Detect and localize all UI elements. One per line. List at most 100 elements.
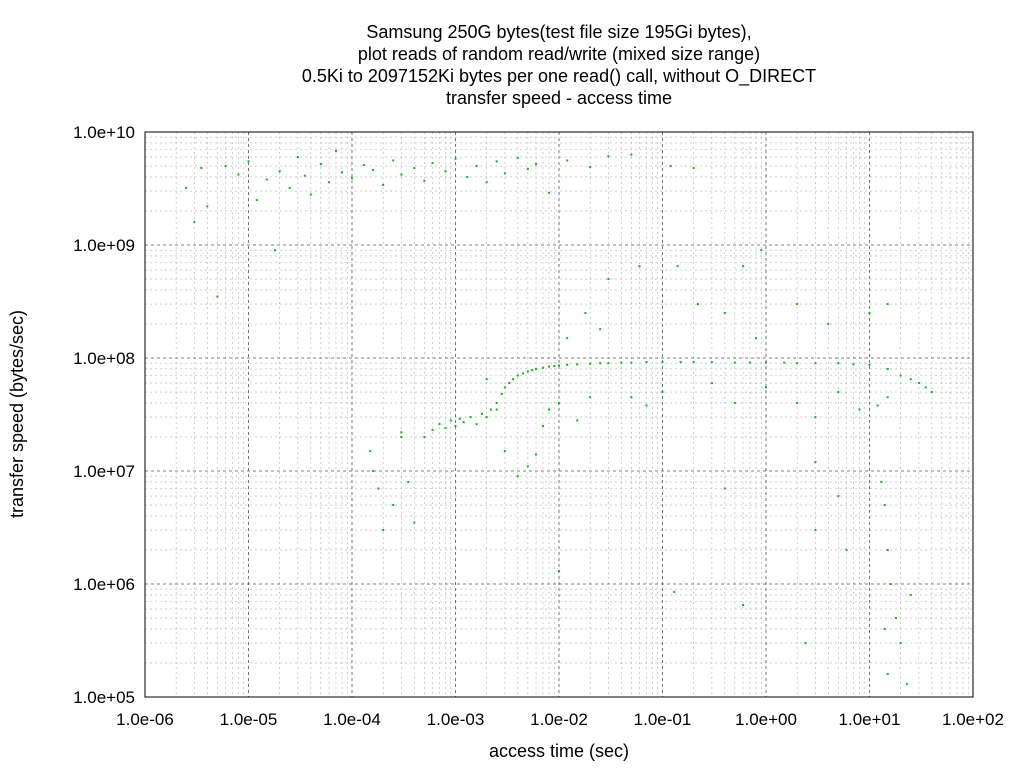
data-point	[692, 167, 695, 170]
data-point	[558, 570, 560, 573]
data-point	[423, 179, 426, 182]
data-point	[531, 369, 534, 372]
data-point	[351, 177, 353, 180]
data-point	[742, 604, 745, 607]
data-point	[475, 165, 478, 168]
data-point	[309, 193, 312, 196]
plot-frame	[144, 131, 974, 698]
data-point	[917, 382, 920, 385]
data-point	[458, 417, 461, 420]
data-point	[526, 465, 529, 468]
data-point	[495, 408, 498, 411]
x-tick-label: 1.0e-03	[427, 710, 485, 729]
data-point	[899, 374, 902, 377]
data-point	[516, 475, 519, 478]
data-point	[407, 480, 410, 483]
data-point	[489, 408, 492, 411]
x-axis-label: access time (sec)	[489, 741, 629, 761]
data-point	[765, 361, 767, 364]
data-point	[630, 396, 633, 399]
data-point	[547, 191, 550, 194]
data-point	[589, 396, 592, 399]
data-point	[485, 181, 488, 184]
data-point	[503, 450, 506, 453]
data-point	[742, 265, 745, 268]
data-point	[328, 181, 331, 184]
data-point	[880, 480, 883, 483]
data-point	[909, 378, 912, 381]
data-point	[584, 312, 587, 315]
data-point	[541, 366, 544, 369]
y-tick-label: 1.0e+09	[73, 236, 135, 255]
data-point	[400, 435, 403, 438]
x-tick-label: 1.0e-05	[220, 710, 278, 729]
data-point	[449, 419, 452, 422]
data-point	[522, 372, 525, 375]
data-point	[454, 425, 457, 428]
data-point	[541, 425, 544, 428]
y-tick-label: 1.0e+05	[73, 688, 135, 707]
data-point	[858, 408, 861, 411]
data-point	[837, 495, 840, 498]
data-point	[661, 361, 664, 364]
data-point	[431, 162, 434, 165]
data-point	[783, 361, 786, 364]
data-point	[883, 504, 886, 507]
data-point	[303, 174, 306, 177]
x-tick-label: 1.0e-04	[323, 710, 381, 729]
data-point	[503, 172, 506, 175]
data-point	[899, 642, 902, 645]
data-point	[185, 186, 188, 189]
data-point	[526, 168, 529, 171]
data-point	[340, 171, 343, 174]
data-point	[723, 312, 726, 315]
data-point	[876, 404, 879, 407]
data-point	[796, 303, 799, 306]
data-point	[431, 429, 434, 432]
data-point	[392, 159, 395, 162]
data-point	[382, 529, 385, 532]
data-point	[607, 362, 610, 365]
data-point	[485, 416, 488, 419]
data-point	[804, 642, 807, 645]
data-point	[599, 362, 602, 365]
data-point	[377, 487, 380, 490]
data-point	[466, 175, 469, 178]
data-point	[535, 453, 538, 456]
data-point	[723, 487, 726, 490]
x-tick-label: 1.0e+00	[735, 710, 797, 729]
data-point	[607, 278, 610, 281]
y-axis-ticks: 1.0e+05 1.0e+06 1.0e+07 1.0e+08 1.0e+09 1.0e+…	[73, 123, 135, 707]
data-point	[894, 617, 897, 620]
data-point	[558, 364, 560, 367]
data-point	[237, 173, 240, 176]
data-point	[589, 362, 592, 365]
data-point	[669, 165, 672, 168]
data-point	[362, 164, 365, 167]
data-point	[733, 401, 736, 404]
data-point	[454, 157, 457, 160]
data-point	[638, 265, 641, 268]
data-point	[576, 419, 579, 422]
data-point	[814, 416, 817, 419]
data-point	[845, 548, 848, 551]
data-point	[495, 401, 498, 404]
data-point	[886, 367, 889, 370]
x-tick-label: 1.0e-06	[116, 710, 174, 729]
data-point	[630, 153, 633, 156]
data-point	[566, 159, 569, 162]
data-point	[265, 178, 268, 181]
data-point	[760, 249, 763, 252]
y-tick-label: 1.0e+08	[73, 349, 135, 368]
data-point	[500, 393, 503, 396]
data-point	[400, 431, 403, 434]
data-point	[319, 163, 322, 166]
data-point	[566, 337, 569, 340]
data-point	[673, 590, 676, 593]
data-point	[645, 404, 648, 407]
data-point	[837, 362, 840, 365]
data-point	[645, 361, 648, 364]
data-point	[620, 361, 623, 364]
data-point	[630, 361, 633, 364]
data-point	[754, 337, 757, 340]
